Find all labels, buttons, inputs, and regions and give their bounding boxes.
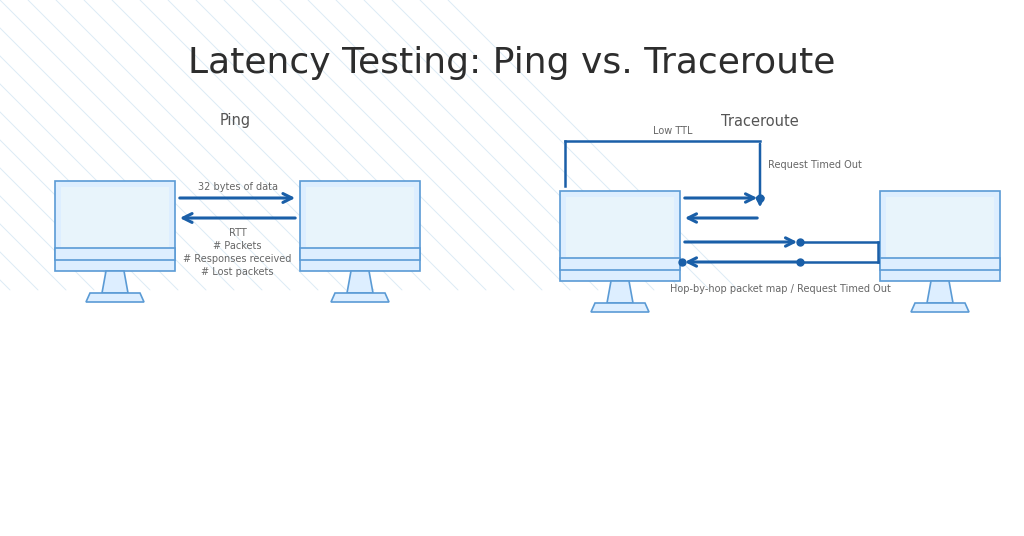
Bar: [880, 258, 1000, 270]
Bar: [560, 191, 680, 281]
Polygon shape: [347, 271, 373, 293]
Bar: [55, 181, 175, 271]
Polygon shape: [927, 281, 953, 303]
Text: Latency Testing: Ping vs. Traceroute: Latency Testing: Ping vs. Traceroute: [188, 46, 836, 80]
Text: 32 bytes of data: 32 bytes of data: [198, 182, 278, 192]
Bar: [566, 197, 674, 258]
Text: Low TTL: Low TTL: [652, 126, 692, 136]
Text: RTT: RTT: [228, 228, 247, 238]
Text: Request Timed Out: Request Timed Out: [768, 160, 862, 169]
Polygon shape: [102, 271, 128, 293]
Text: Ping: Ping: [219, 114, 251, 129]
Polygon shape: [911, 303, 969, 312]
Text: # Lost packets: # Lost packets: [202, 267, 273, 277]
Text: Hop-by-hop packet map / Request Timed Out: Hop-by-hop packet map / Request Timed Ou…: [670, 284, 891, 294]
Bar: [300, 181, 420, 271]
Bar: [61, 187, 169, 249]
Text: # Packets: # Packets: [213, 241, 262, 251]
Polygon shape: [86, 293, 144, 302]
Polygon shape: [591, 303, 649, 312]
Bar: [55, 248, 175, 260]
Text: # Responses received: # Responses received: [183, 254, 292, 264]
Bar: [880, 191, 1000, 281]
Polygon shape: [331, 293, 389, 302]
Bar: [306, 187, 414, 249]
Text: Traceroute: Traceroute: [721, 114, 799, 129]
Bar: [300, 248, 420, 260]
Bar: [886, 197, 994, 258]
Polygon shape: [607, 281, 633, 303]
Bar: [560, 258, 680, 270]
